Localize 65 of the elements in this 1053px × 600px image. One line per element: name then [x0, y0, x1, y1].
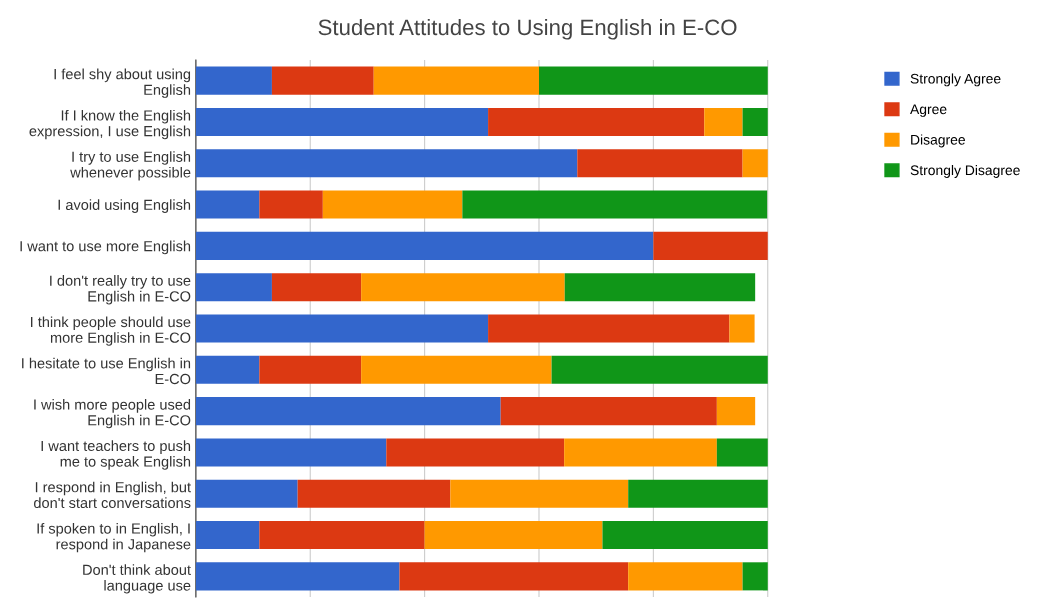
bar [716, 397, 756, 426]
bar [361, 273, 565, 302]
bar [742, 562, 768, 591]
bar [602, 520, 768, 550]
bar [195, 231, 654, 260]
y-tick-label: I avoid using English [58, 199, 191, 213]
bar [488, 107, 705, 137]
y-tick-label: I respond in English, but don't start conversations [34, 481, 191, 509]
bar [195, 66, 272, 95]
bar [259, 520, 425, 550]
bar [259, 190, 323, 219]
bar [716, 438, 768, 467]
bar [195, 562, 400, 591]
bar [628, 562, 743, 591]
bar [538, 66, 768, 95]
bar [424, 520, 603, 550]
y-tick-label: I feel shy about using English [54, 68, 191, 98]
chart-title: Student Attitudes to Using English in E-CO [318, 18, 737, 40]
bar [271, 66, 374, 95]
bar [729, 314, 755, 343]
bar [195, 273, 272, 302]
y-tick-label: If spoken to in English, I respond in Japanese [37, 522, 191, 553]
bar [462, 190, 768, 219]
bar [564, 438, 717, 467]
y-tick-label: If I know the English expression, I use English [29, 109, 191, 140]
legend-label: Agree [910, 104, 947, 117]
y-tick-label: I want teachers to push me to speak English [41, 440, 191, 470]
y-tick-label: I think people should use more English in E-CO [31, 316, 191, 346]
bar [450, 479, 629, 508]
bar [271, 273, 362, 302]
bar [500, 397, 717, 426]
bar [742, 149, 768, 178]
bar [564, 273, 756, 302]
bar [373, 66, 539, 95]
bar [195, 355, 260, 384]
bar [195, 397, 501, 426]
bar [195, 479, 298, 508]
bar [653, 231, 768, 260]
bar [551, 355, 768, 384]
bar [195, 314, 489, 343]
y-tick-label: I don't really try to use English in E-CO [50, 275, 191, 305]
legend-label: Disagree [911, 134, 965, 148]
bar [488, 314, 730, 343]
y-tick-label: I want to use more English [20, 240, 191, 255]
y-tick-label: Don't think about language use [83, 564, 191, 594]
bar [628, 479, 768, 508]
y-tick-label: I try to use English whenever possible [70, 151, 191, 181]
bar [195, 520, 260, 550]
bar [195, 149, 578, 178]
legend-label: Strongly Disagree [910, 164, 1020, 178]
y-tick-label: I wish more people used English in E-CO [34, 399, 191, 429]
bar [577, 149, 743, 178]
y-tick-label: I hesitate to use English in E-CO [22, 357, 191, 385]
bar [742, 107, 768, 137]
bar [259, 355, 362, 384]
bar [195, 438, 387, 467]
legend-label: Strongly Agree [910, 73, 1001, 87]
bar [361, 355, 552, 384]
bar [399, 562, 629, 591]
bar [195, 190, 260, 219]
bar [297, 479, 451, 508]
bar [195, 107, 489, 137]
bar [386, 438, 565, 467]
bar [322, 190, 463, 219]
bar [704, 107, 743, 137]
